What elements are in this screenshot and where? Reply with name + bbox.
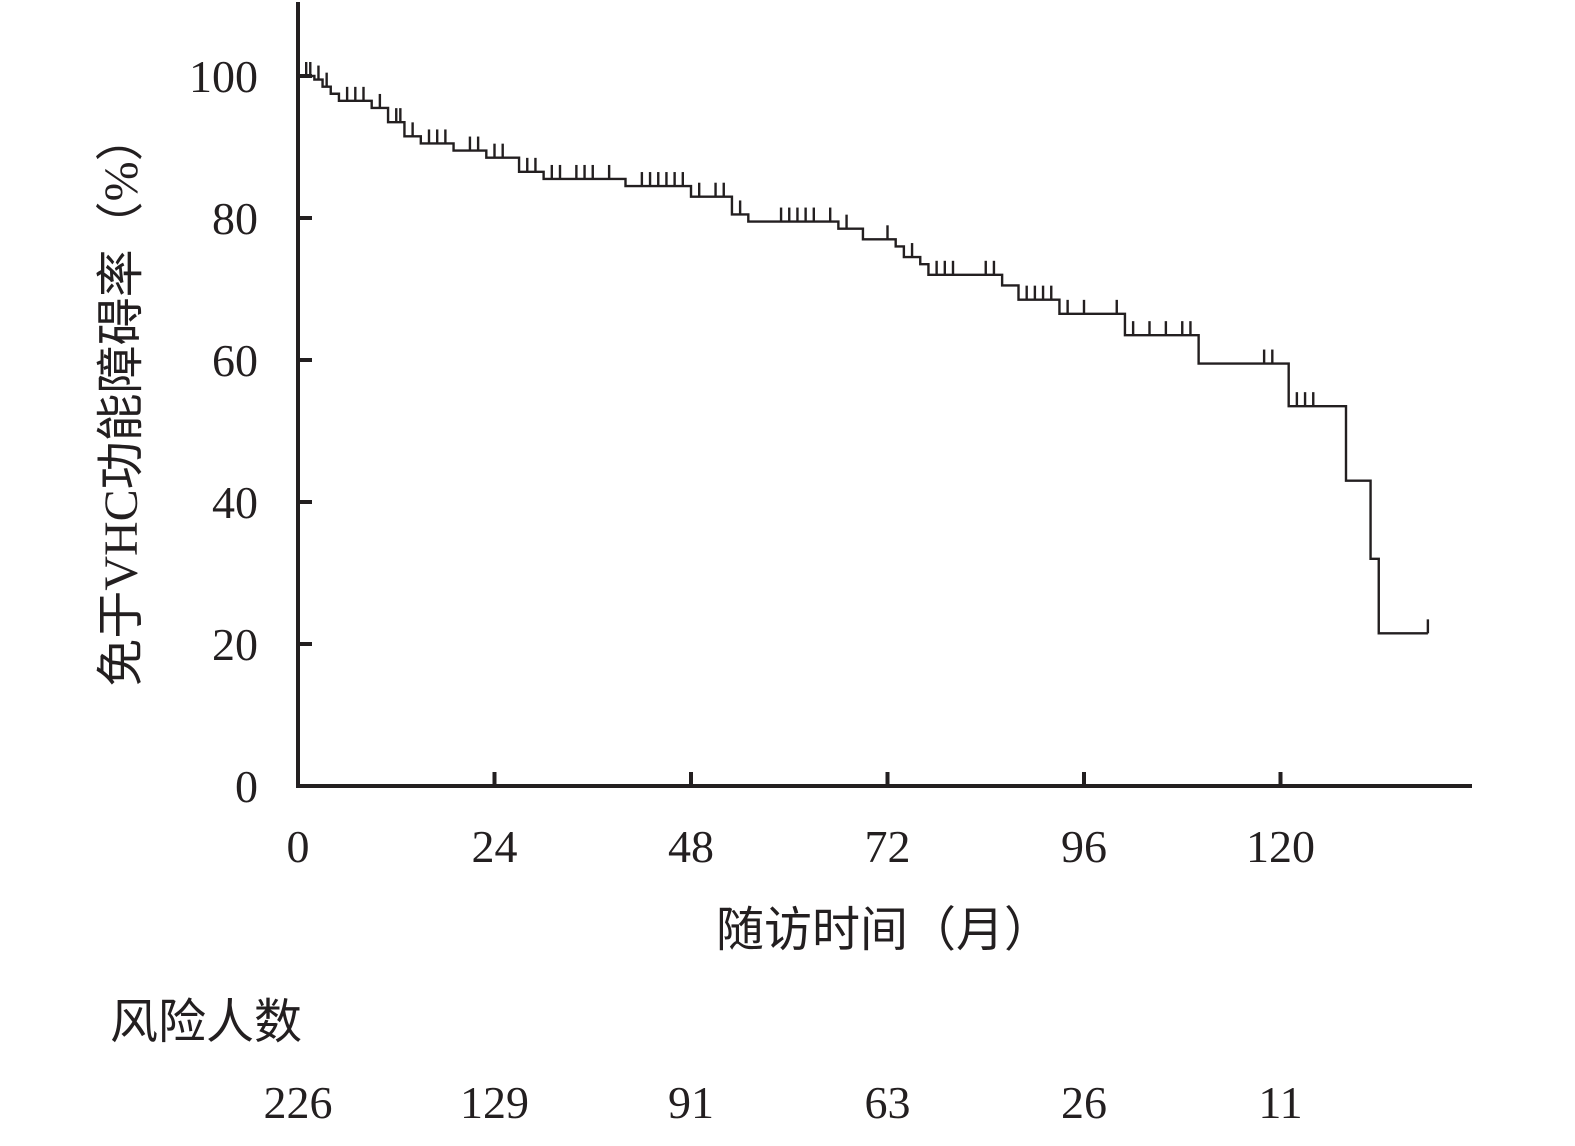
survival-curve-group <box>298 74 1428 635</box>
axes <box>296 2 1472 788</box>
censor-marks <box>304 62 1430 634</box>
x-axis-title: 随访时间（月） <box>716 904 1052 957</box>
y-tick-label: 40 <box>212 477 258 528</box>
x-tick-label: 24 <box>472 821 518 872</box>
y-axis-title: 免于VHC功能障碍率（%） <box>95 113 148 686</box>
risk-number: 63 <box>865 1077 911 1128</box>
y-tick-label: 60 <box>212 335 258 386</box>
x-ticks: 0 24 48 72 96 120 <box>287 772 1315 872</box>
risk-number: 129 <box>460 1077 529 1128</box>
survival-curve <box>298 74 1428 635</box>
risk-table-title: 风险人数 <box>110 996 302 1049</box>
risk-numbers: 226 129 91 63 26 11 <box>264 1077 1303 1128</box>
risk-number: 11 <box>1258 1077 1302 1128</box>
y-tick-label: 80 <box>212 193 258 244</box>
risk-number: 226 <box>264 1077 333 1128</box>
x-tick-label: 0 <box>287 821 310 872</box>
y-tick-label: 20 <box>212 619 258 670</box>
y-tick-label: 100 <box>189 51 258 102</box>
y-ticks: 0 20 40 60 80 100 <box>189 51 312 812</box>
x-tick-label: 48 <box>668 821 714 872</box>
y-tick-label: 0 <box>235 761 258 812</box>
x-tick-label: 96 <box>1061 821 1107 872</box>
x-tick-label: 72 <box>865 821 911 872</box>
x-tick-label: 120 <box>1246 821 1315 872</box>
risk-number: 26 <box>1061 1077 1107 1128</box>
risk-number: 91 <box>668 1077 714 1128</box>
